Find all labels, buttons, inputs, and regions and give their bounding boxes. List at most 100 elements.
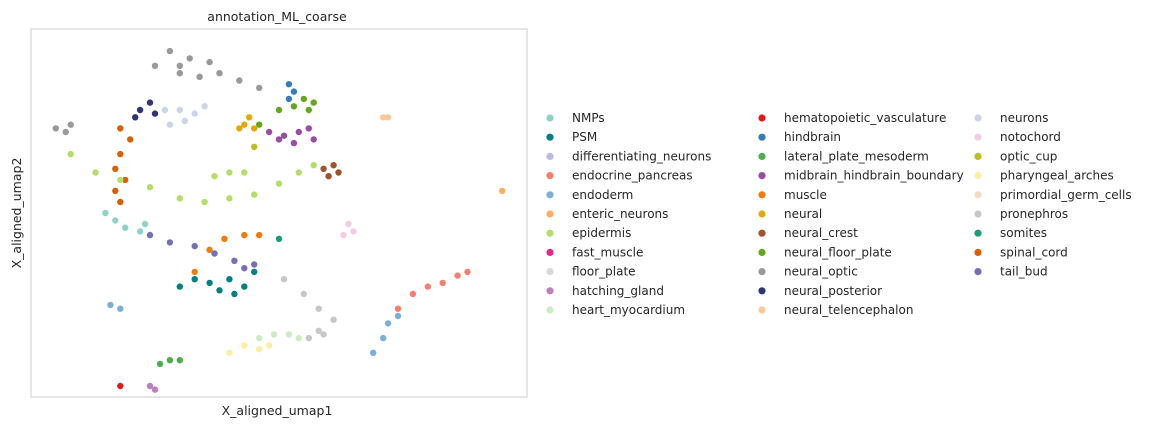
- scatter-point: [146, 99, 154, 106]
- scatter-point: [256, 346, 263, 353]
- scatter-point: [231, 257, 238, 264]
- scatter-point: [464, 268, 471, 276]
- scatter-point: [226, 195, 233, 202]
- scatter-point: [256, 121, 263, 128]
- scatter-point: [275, 180, 283, 187]
- scatter-point: [236, 125, 243, 132]
- legend-label: optic_cup: [1000, 149, 1057, 163]
- scatter-point: [151, 110, 159, 117]
- legend-marker: [546, 152, 554, 160]
- legend-item: neural: [758, 207, 822, 221]
- legend-marker: [974, 268, 982, 276]
- scatter-point: [201, 198, 208, 206]
- scatter-point: [280, 132, 288, 139]
- scatter-point: [102, 209, 109, 217]
- legend-label: neural_crest: [784, 226, 858, 240]
- legend-label: spinal_cord: [1000, 245, 1068, 259]
- legend-item: differentiating_neurons: [546, 149, 711, 163]
- scatter-point: [300, 290, 307, 298]
- scatter-point: [226, 169, 233, 176]
- scatter-point: [270, 331, 278, 338]
- legend-marker: [974, 210, 982, 218]
- scatter-point: [181, 117, 188, 125]
- legend-label: midbrain_hindbrain_boundary: [784, 169, 964, 183]
- legend-item: primordial_germ_cells: [974, 188, 1132, 202]
- scatter-point: [320, 331, 327, 338]
- scatter-point: [454, 272, 461, 279]
- legend-item: optic_cup: [974, 149, 1057, 163]
- legend-marker: [758, 133, 766, 141]
- scatter-point: [285, 95, 293, 103]
- scatter-point: [122, 224, 129, 231]
- legend-label: endoderm: [572, 188, 633, 202]
- legend-label: neural_floor_plate: [784, 245, 892, 259]
- scatter-point: [305, 125, 312, 132]
- scatter-point: [117, 305, 124, 312]
- legend-marker: [758, 210, 766, 218]
- legend-marker: [758, 172, 766, 180]
- scatter-point: [191, 268, 198, 276]
- legend-item: neural_posterior: [758, 284, 882, 298]
- legend-label: primordial_germ_cells: [1000, 188, 1132, 202]
- scatter-point: [176, 357, 183, 364]
- scatter-point: [221, 235, 228, 242]
- scatter-point: [256, 231, 263, 239]
- legend-item: tail_bud: [974, 265, 1048, 279]
- scatter-point: [191, 276, 198, 283]
- scatter-point: [256, 84, 263, 92]
- legend-item: floor_plate: [546, 265, 636, 279]
- scatter-point: [320, 165, 327, 172]
- legend-label: notochord: [1000, 130, 1061, 144]
- scatter-point: [127, 136, 134, 143]
- scatter-point: [315, 305, 322, 312]
- scatter-point: [196, 73, 203, 81]
- legend-item: fast_muscle: [546, 245, 643, 259]
- legend-label: pronephros: [1000, 207, 1068, 221]
- legend-item: midbrain_hindbrain_boundary: [758, 169, 964, 183]
- scatter-point: [310, 162, 317, 169]
- legend-item: neural_optic: [758, 265, 858, 279]
- scatter-point: [92, 169, 99, 176]
- scatter-point: [310, 136, 317, 143]
- scatter-point: [67, 150, 74, 158]
- scatter-point: [216, 70, 223, 77]
- legend-marker: [974, 248, 982, 256]
- scatter-point: [241, 121, 248, 128]
- y-axis-label: X_aligned_umap2: [9, 158, 24, 269]
- legend-marker: [546, 191, 554, 199]
- legend-label: hatching_gland: [572, 284, 664, 298]
- legend-item: neural_crest: [758, 226, 858, 240]
- legend-label: somites: [1000, 226, 1047, 240]
- scatter-point: [236, 77, 243, 84]
- scatter-point: [62, 128, 69, 136]
- legend: NMPs PSM differentiating_neurons endocrine_…: [546, 111, 1132, 317]
- scatter-point: [206, 279, 213, 287]
- scatter-point: [156, 360, 164, 368]
- scatter-point: [394, 312, 402, 320]
- scatter-point: [117, 382, 124, 390]
- scatter-point: [300, 95, 307, 103]
- legend-marker: [758, 191, 766, 199]
- legend-marker: [546, 287, 554, 295]
- legend-marker: [546, 133, 554, 141]
- legend-label: neural_telencephalon: [784, 303, 913, 317]
- scatter-point: [226, 276, 233, 283]
- scatter-point: [265, 342, 273, 349]
- legend-marker: [974, 133, 982, 141]
- scatter-point: [146, 184, 154, 191]
- scatter-point: [166, 239, 174, 246]
- legend-marker: [546, 306, 554, 314]
- legend-item: hindbrain: [758, 130, 841, 144]
- legend-marker: [758, 114, 766, 122]
- scatter-point: [211, 173, 218, 180]
- scatter-point: [251, 125, 258, 132]
- scatter-point: [335, 169, 342, 176]
- legend-marker: [974, 114, 982, 122]
- legend-item: enteric_neurons: [546, 207, 668, 221]
- scatter-point: [117, 198, 124, 206]
- scatter-point: [117, 125, 124, 132]
- scatter-point: [141, 220, 149, 228]
- scatter-point: [380, 114, 387, 121]
- legend-label: NMPs: [572, 111, 605, 125]
- scatter-point: [409, 290, 417, 298]
